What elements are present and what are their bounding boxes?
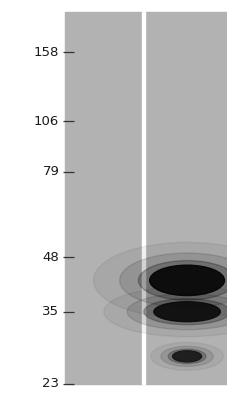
Ellipse shape [127,294,227,330]
Text: 106: 106 [34,115,59,128]
Text: 158: 158 [34,46,59,59]
Ellipse shape [160,346,212,366]
Text: 79: 79 [42,165,59,178]
Bar [145,12,227,384]
Ellipse shape [103,287,227,337]
Bar [142,12,145,384]
Text: 35: 35 [42,305,59,318]
Text: 23: 23 [42,378,59,390]
Ellipse shape [172,351,201,362]
Ellipse shape [138,260,227,300]
Ellipse shape [153,302,220,322]
Ellipse shape [119,253,227,308]
Ellipse shape [149,265,224,296]
Bar [65,12,142,384]
Ellipse shape [167,349,205,364]
Ellipse shape [93,242,227,318]
Text: 48: 48 [42,251,59,264]
Ellipse shape [150,342,222,370]
Ellipse shape [143,299,227,325]
